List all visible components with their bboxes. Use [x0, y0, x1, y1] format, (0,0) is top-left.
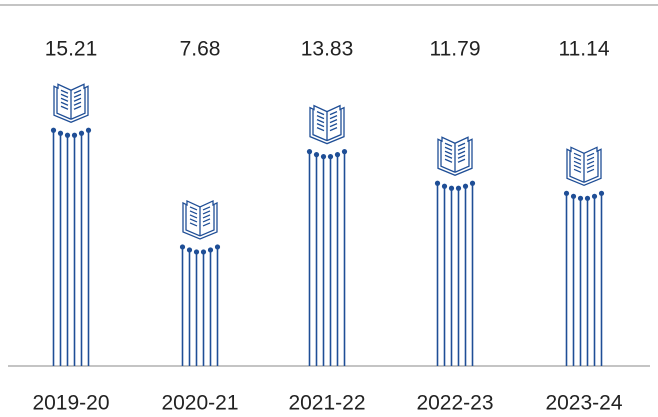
book-pages [312, 109, 342, 142]
x-tick-label: 2021-22 [288, 392, 365, 415]
book-icon [437, 136, 473, 176]
page-line [189, 218, 211, 223]
page-line [444, 146, 466, 151]
page-line [60, 97, 82, 102]
page-line [573, 168, 595, 173]
stem-dot [64, 132, 71, 138]
page-line [189, 222, 211, 227]
stem-dot [598, 190, 605, 196]
value-label: 13.83 [301, 38, 354, 61]
page-line [60, 89, 82, 94]
page-line [444, 142, 466, 147]
stem-dot [577, 195, 584, 201]
page-line [60, 101, 82, 106]
book-icon [53, 83, 89, 123]
pictograph-bar [179, 199, 221, 366]
book-pages [440, 141, 470, 173]
book-icon [566, 146, 602, 187]
value-label: 11.79 [430, 38, 481, 61]
page-line [189, 206, 211, 211]
page-line [189, 214, 211, 219]
stem-dot [462, 183, 469, 189]
pictograph-bar [563, 146, 605, 366]
stem-dot [179, 244, 186, 250]
book-icon [182, 199, 218, 240]
x-tick-label: 2020-21 [161, 392, 238, 415]
stem-dot [193, 249, 200, 255]
stem-dot [57, 130, 64, 136]
pictograph-bar [306, 104, 348, 366]
value-label: 7.68 [180, 38, 221, 61]
stem-dot [341, 149, 348, 155]
stem-dot [85, 127, 92, 133]
page-line [60, 105, 82, 110]
value-label: 15.21 [45, 38, 98, 61]
page-line [444, 158, 466, 163]
page-line [573, 164, 595, 169]
stem-dot [434, 180, 441, 186]
stem-dot [186, 247, 193, 253]
stem-dot [306, 149, 313, 155]
x-tick-label: 2019-20 [32, 392, 109, 415]
page-line [316, 127, 338, 132]
page-line [573, 160, 595, 165]
book-icon [309, 104, 345, 145]
x-tick-label: 2023-24 [545, 392, 622, 415]
book-pages [569, 151, 599, 183]
stem-dot [78, 130, 85, 136]
stem-dot [320, 154, 327, 160]
book-pages [56, 88, 86, 120]
stem-dot [207, 247, 214, 253]
book-pages [185, 204, 215, 237]
page-line [316, 123, 338, 128]
pictograph-bar [434, 136, 476, 366]
page-line [573, 156, 595, 161]
stem-dot [584, 195, 591, 201]
stem-dot [448, 185, 455, 191]
stem-dot [441, 183, 448, 189]
page-line [444, 154, 466, 159]
page-line [573, 152, 595, 157]
stem-dot [591, 193, 598, 199]
stem-dot [327, 154, 334, 160]
stem-dot [313, 152, 320, 158]
x-tick-label: 2022-23 [416, 392, 493, 415]
pictograph-bar [50, 83, 92, 366]
stem-dot [214, 244, 221, 250]
page-line [316, 111, 338, 116]
stem-dot [570, 193, 577, 199]
page-line [316, 115, 338, 120]
page-line [60, 93, 82, 98]
page-line [189, 210, 211, 215]
stem-dot [455, 185, 462, 191]
stem-dot [563, 190, 570, 196]
page-line [444, 150, 466, 155]
page-line [316, 119, 338, 124]
stem-dot [334, 152, 341, 158]
stem-dot [200, 249, 207, 255]
stem-dot [469, 180, 476, 186]
value-label: 11.14 [559, 38, 610, 61]
stem-dot [50, 127, 57, 133]
stem-dot [71, 132, 78, 138]
